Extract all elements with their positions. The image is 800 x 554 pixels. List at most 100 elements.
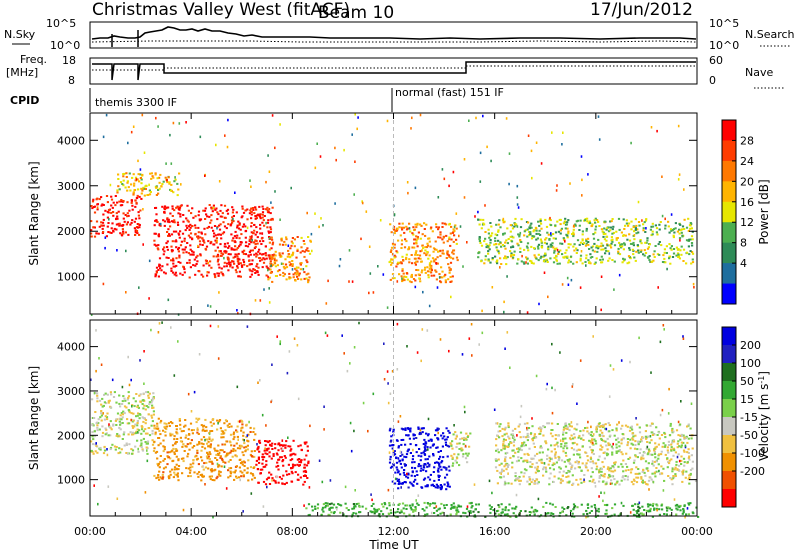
power-cell (408, 261, 411, 264)
velocity-cell (434, 429, 438, 432)
power-cell (223, 261, 226, 264)
power-cell (163, 271, 166, 274)
power-cell (255, 226, 258, 229)
power-cell (280, 238, 283, 241)
velocity-cell (242, 438, 245, 441)
velocity-cell (183, 425, 186, 428)
power-cell (186, 204, 189, 207)
velocity-cell (410, 508, 413, 511)
power-cell (250, 225, 253, 228)
velocity-cell (451, 447, 454, 450)
power-cell (520, 241, 523, 243)
velocity-cell (197, 475, 200, 478)
velocity-cell (175, 431, 178, 434)
cpid-label: CPID (10, 94, 39, 107)
velocity-cell (173, 435, 176, 438)
velocity-cell (680, 459, 683, 462)
power-cell (227, 253, 230, 256)
velocity-cell (382, 505, 385, 508)
power-cell (159, 173, 162, 176)
power-cell (516, 262, 519, 265)
power-cell (130, 221, 133, 224)
power-cell (116, 215, 119, 218)
power-cell (248, 240, 251, 243)
velocity-cell (627, 441, 630, 444)
velocity-cell (513, 438, 516, 441)
velocity-cell (436, 486, 439, 489)
velocity-cell (510, 442, 513, 444)
velocity-cell (406, 476, 410, 479)
velocity-cell (593, 504, 596, 506)
velocity-cell (167, 475, 170, 478)
power-scatter-point (234, 191, 236, 194)
power-cell (269, 226, 272, 229)
power-cell (565, 249, 568, 252)
velocity-cell (497, 504, 500, 507)
power-cell (524, 229, 527, 232)
power-cell (622, 218, 625, 221)
power-cell (609, 220, 612, 223)
velocity-cell (494, 512, 497, 515)
power-cell (566, 221, 569, 224)
power-cell (579, 241, 583, 244)
velocity-cell (196, 431, 199, 434)
velocity-cell (405, 453, 409, 456)
power-cell (184, 246, 187, 249)
power-cell (435, 223, 438, 226)
power-cell (105, 235, 108, 238)
velocity-cell (590, 448, 593, 451)
power-cell (487, 228, 490, 231)
velocity-cell (654, 475, 657, 478)
velocity-scatter-point (144, 491, 147, 494)
power-scatter-point (155, 116, 157, 120)
power-cell (236, 234, 239, 237)
velocity-cell (136, 414, 139, 417)
power-cell (172, 191, 175, 194)
power-cell (449, 268, 452, 271)
power-cell (158, 264, 161, 267)
power-scatter-point (587, 173, 589, 176)
power-cell (303, 277, 306, 280)
power-cell (136, 232, 139, 235)
velocity-cell (217, 472, 221, 475)
velocity-cell (404, 427, 407, 430)
power-cell (675, 246, 678, 249)
power-cell (394, 230, 397, 232)
velocity-cell (526, 428, 529, 431)
power-cell (415, 239, 418, 242)
power-cell (651, 230, 654, 233)
velocity-cell (515, 505, 518, 508)
velocity-cell (588, 480, 591, 483)
velocity-cell (595, 442, 598, 445)
power-cell (264, 254, 267, 257)
power-cell (489, 239, 492, 241)
power-scatter-point (274, 190, 276, 193)
velocity-cell (158, 437, 161, 439)
power-scatter-point (428, 304, 431, 308)
velocity-cell (169, 432, 172, 435)
velocity-cell (562, 450, 565, 453)
velocity-cell (148, 434, 152, 437)
velocity-cell (494, 458, 497, 461)
velocity-cell (500, 462, 503, 465)
velocity-cell (501, 511, 504, 514)
power-cell (169, 212, 172, 215)
velocity-scatter-point (239, 478, 241, 482)
velocity-cell (166, 455, 169, 458)
velocity-cell (638, 515, 641, 518)
power-cell (503, 257, 506, 260)
velocity-scatter-point (464, 444, 467, 448)
power-scatter-point (468, 119, 470, 122)
power-cell (170, 220, 174, 223)
power-region-0 (90, 194, 143, 238)
velocity-cell (241, 423, 244, 426)
velocity-cell (107, 434, 110, 437)
velocity-cell (503, 465, 506, 468)
power-cell (539, 219, 542, 222)
power-cell (414, 274, 417, 277)
velocity-cell (606, 437, 609, 440)
velocity-cell (427, 433, 430, 436)
power-cell (213, 273, 216, 276)
velocity-cell (563, 460, 566, 463)
power-cell (390, 249, 393, 252)
